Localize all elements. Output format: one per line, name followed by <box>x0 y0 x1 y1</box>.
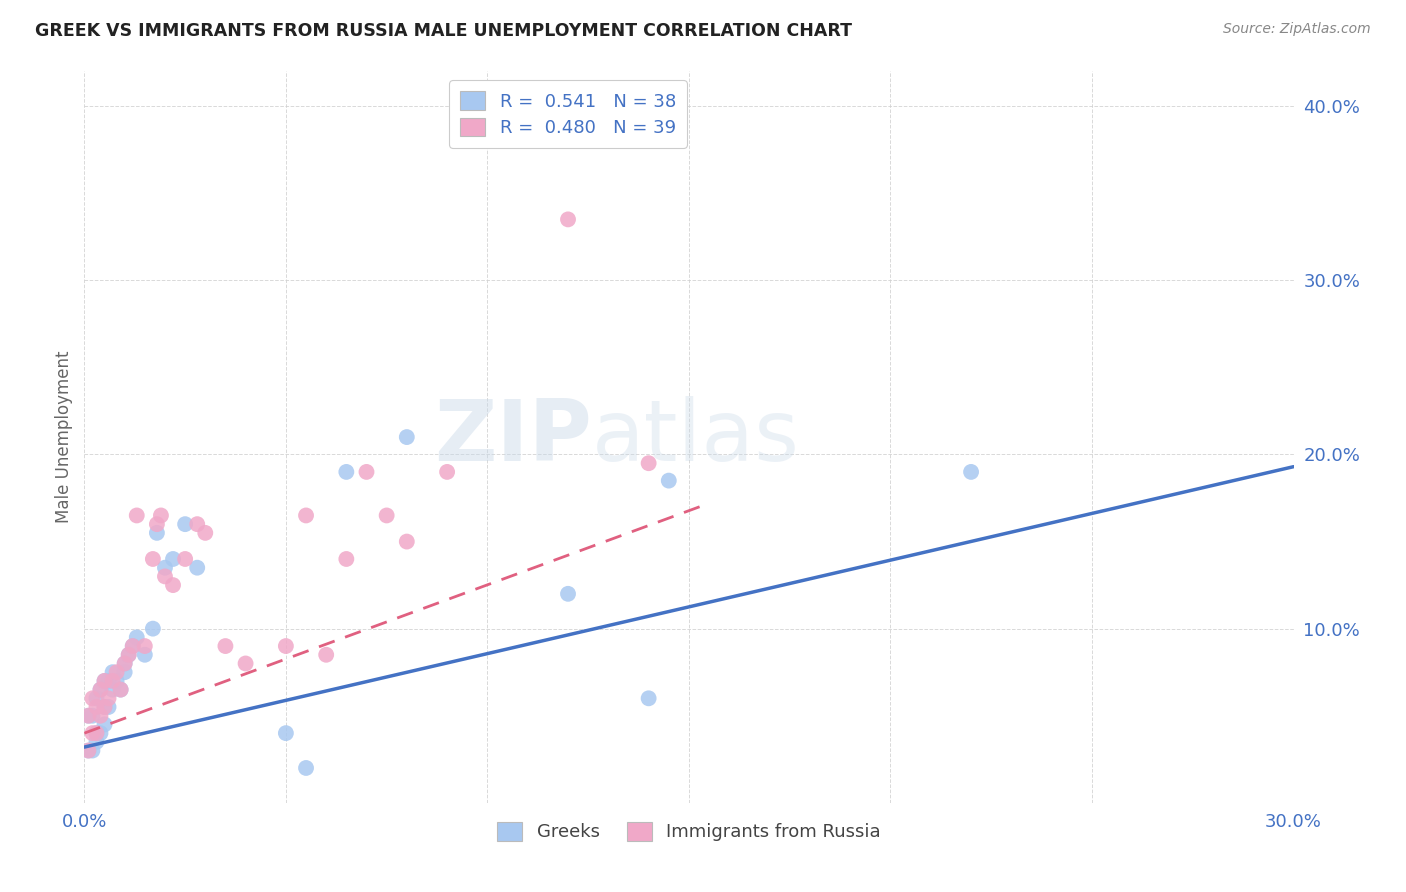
Point <box>395 534 418 549</box>
Point <box>77 708 100 723</box>
Point <box>125 631 148 645</box>
Point <box>557 212 579 227</box>
Legend: Greeks, Immigrants from Russia: Greeks, Immigrants from Russia <box>489 814 889 848</box>
Point <box>960 465 983 479</box>
Point <box>89 682 111 697</box>
Point <box>101 665 124 680</box>
Point <box>149 508 172 523</box>
Point <box>637 456 659 470</box>
Point <box>274 639 297 653</box>
Point <box>118 648 141 662</box>
Point <box>134 639 156 653</box>
Point <box>86 735 108 749</box>
Point <box>86 726 108 740</box>
Point <box>86 700 108 714</box>
Point <box>114 657 136 671</box>
Point <box>335 465 357 479</box>
Point <box>97 673 120 688</box>
Point <box>142 622 165 636</box>
Point <box>105 665 128 680</box>
Text: atlas: atlas <box>592 395 800 479</box>
Point <box>395 430 418 444</box>
Point <box>114 657 136 671</box>
Point <box>658 474 681 488</box>
Point <box>77 708 100 723</box>
Point <box>82 743 104 757</box>
Point <box>89 726 111 740</box>
Text: ZIP: ZIP <box>434 395 592 479</box>
Point <box>93 700 115 714</box>
Text: GREEK VS IMMIGRANTS FROM RUSSIA MALE UNEMPLOYMENT CORRELATION CHART: GREEK VS IMMIGRANTS FROM RUSSIA MALE UNE… <box>35 22 852 40</box>
Point <box>295 761 318 775</box>
Point <box>110 682 132 697</box>
Point <box>274 726 297 740</box>
Point <box>77 743 100 757</box>
Point <box>77 743 100 757</box>
Point <box>93 700 115 714</box>
Point <box>114 665 136 680</box>
Text: Source: ZipAtlas.com: Source: ZipAtlas.com <box>1223 22 1371 37</box>
Point <box>436 465 458 479</box>
Point <box>153 560 176 574</box>
Point <box>146 525 169 540</box>
Point <box>89 708 111 723</box>
Point <box>174 552 197 566</box>
Point <box>82 708 104 723</box>
Point <box>110 682 132 697</box>
Point <box>97 700 120 714</box>
Point <box>121 639 143 653</box>
Point <box>162 578 184 592</box>
Point <box>101 673 124 688</box>
Point <box>174 517 197 532</box>
Point <box>214 639 236 653</box>
Point <box>93 673 115 688</box>
Point <box>142 552 165 566</box>
Point <box>194 525 217 540</box>
Point <box>295 508 318 523</box>
Point <box>356 465 378 479</box>
Point <box>146 517 169 532</box>
Point <box>125 508 148 523</box>
Point <box>118 648 141 662</box>
Point <box>101 682 124 697</box>
Point <box>86 726 108 740</box>
Point <box>89 682 111 697</box>
Point <box>375 508 398 523</box>
Point <box>82 691 104 706</box>
Point <box>557 587 579 601</box>
Point <box>162 552 184 566</box>
Point <box>93 673 115 688</box>
Point <box>97 691 120 706</box>
Point <box>134 648 156 662</box>
Y-axis label: Male Unemployment: Male Unemployment <box>55 351 73 524</box>
Point <box>86 691 108 706</box>
Point <box>235 657 257 671</box>
Point <box>82 726 104 740</box>
Point <box>315 648 337 662</box>
Point <box>186 560 208 574</box>
Point <box>105 673 128 688</box>
Point <box>335 552 357 566</box>
Point <box>186 517 208 532</box>
Point <box>153 569 176 583</box>
Point <box>637 691 659 706</box>
Point <box>93 717 115 731</box>
Point <box>121 639 143 653</box>
